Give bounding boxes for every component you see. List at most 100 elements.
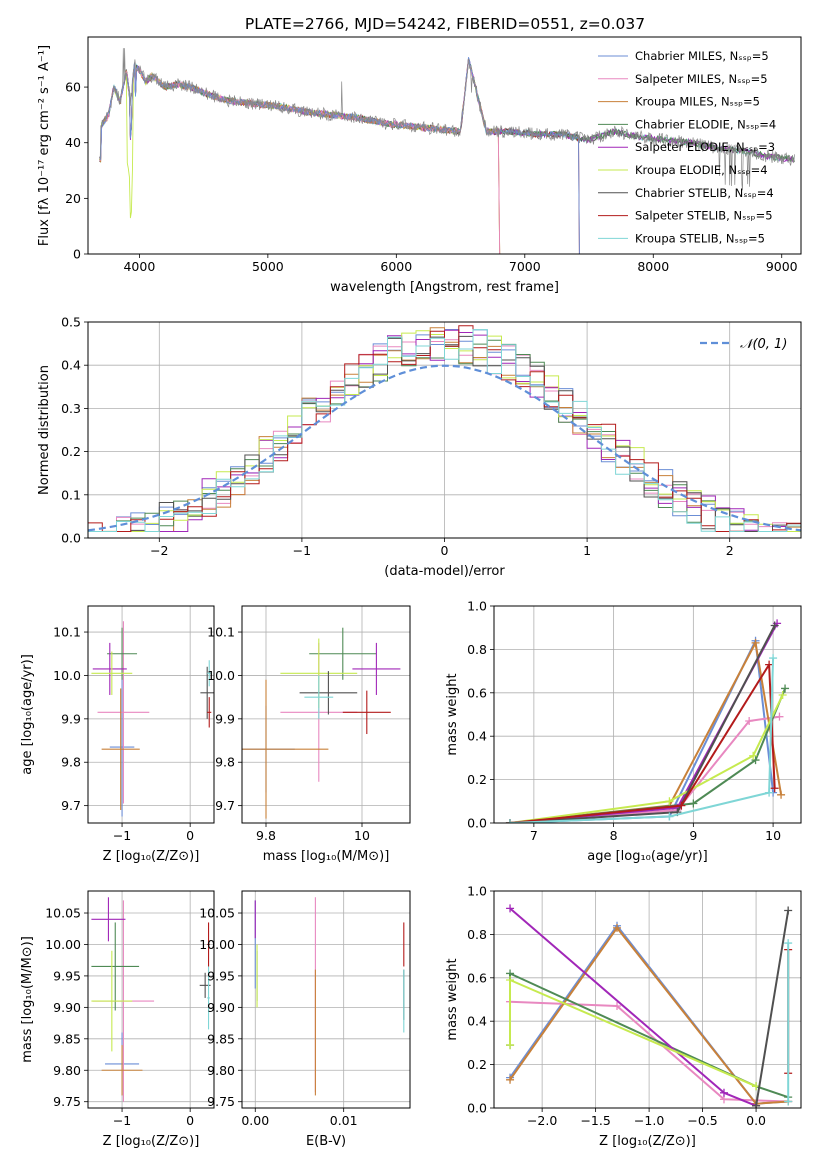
y-tick-label: 9.8 (215, 755, 235, 770)
y-tick-label: 10.00 (45, 937, 81, 952)
x-tick-label: −1.0 (634, 1113, 664, 1128)
mass-weight-marker (784, 906, 793, 915)
y-tick-label: 0.3 (61, 401, 81, 416)
mass-weight-marker (751, 756, 760, 765)
mass-weight-marker (784, 1097, 793, 1106)
y-tick-label: 9.90 (53, 1000, 81, 1015)
y-tick-label: 1.0 (467, 599, 487, 614)
axes-frame (241, 605, 411, 824)
residual-histogram-panel: −2 −1 0 1 2 0.0 0.1 0.2 0.3 0.4 0.5 (data-model)/er… (37, 315, 802, 579)
mass-weight-marker (770, 784, 779, 793)
x-axis-label: age [log₁₀(age/yr)] (587, 849, 708, 864)
x-tick-label: 0.0 (746, 1113, 766, 1128)
mass-weight-line (509, 979, 757, 1088)
x-tick-label: −0.5 (687, 1113, 717, 1128)
y-tick-label: 0.5 (61, 315, 81, 330)
mass-weight-marker (689, 799, 698, 808)
plot-area (99, 48, 795, 254)
y-tick-label: 10.05 (199, 906, 235, 921)
mass-weight-line (509, 663, 776, 823)
y-tick-label: 9.90 (207, 1000, 235, 1015)
legend-label-4: Chabrier ELODIE, Nₛₛₚ=4 (635, 117, 776, 131)
axes-frame (87, 890, 215, 1109)
plot-area (242, 627, 401, 819)
x-tick-label: −1.5 (580, 1113, 610, 1128)
x-tick-label: 7 (530, 828, 538, 843)
mass-weight-marker (765, 660, 774, 669)
x-tick-label: −1 (113, 828, 131, 843)
legend-label-8: Salpeter STELIB, Nₛₛₚ=5 (635, 209, 773, 223)
x-tick-label: 0.01 (330, 1113, 358, 1128)
axes-frame (493, 605, 802, 824)
y-tick-label: 0.4 (467, 1014, 487, 1029)
mass-weight-marker (665, 797, 674, 806)
residual-legend-label: 𝒩(0, 1) (740, 337, 787, 352)
legend-label-1: Chabrier MILES, Nₛₛₚ=5 (635, 49, 769, 63)
x-tick-label: −1 (293, 543, 311, 558)
x-tick-label: 10 (354, 828, 370, 843)
y-tick-label: 0.2 (467, 772, 487, 787)
y-tick-label: 10.0 (53, 668, 81, 683)
mass-weight-marker (765, 788, 774, 797)
x-axis-label: (data-model)/error (384, 564, 505, 579)
x-tick-label: 0 (186, 828, 194, 843)
x-tick-label: −2 (150, 543, 168, 558)
y-axis-label: Flux [fλ 10⁻¹⁷ erg cm⁻² s⁻¹ A⁻¹] (37, 45, 52, 246)
y-tick-label: 0 (73, 247, 81, 262)
y-axis-label: age [log₁₀(age/yr)] (20, 654, 35, 775)
y-tick-label: 9.95 (53, 968, 81, 983)
x-tick-label: −1 (113, 1113, 131, 1128)
y-tick-label: 9.95 (207, 968, 235, 983)
mass-weight-marker (781, 684, 790, 693)
mass-weight-line (509, 907, 757, 1107)
mass-weight-marker (613, 1002, 622, 1011)
x-axis-label: Z [log₁₀(Z/Z⊙)] (103, 849, 200, 864)
mass-weight-line (509, 688, 787, 823)
y-tick-label: 20 (65, 191, 81, 206)
mass-weight-marker (677, 801, 686, 810)
x-tick-label: 2 (726, 543, 734, 558)
mass-weight-line (755, 910, 790, 1106)
x-tick-label: 0 (186, 1113, 194, 1128)
y-tick-label: 0.0 (467, 816, 487, 831)
mass-weight-marker (769, 654, 778, 663)
mass-weight-marker (778, 690, 787, 699)
y-tick-label: 10.00 (199, 937, 235, 952)
y-tick-label: 0.8 (467, 927, 487, 942)
y-tick-label: 9.7 (215, 798, 235, 813)
mass-weight-marker (770, 621, 779, 630)
y-tick-label: 1.0 (467, 884, 487, 899)
mass-weight-marker (784, 939, 793, 948)
figure-title: PLATE=2766, MJD=54242, FIBERID=0551, z=0… (245, 15, 645, 33)
y-tick-label: 10.0 (207, 668, 235, 683)
mass-weight-marker (506, 1075, 515, 1084)
plot-area (88, 325, 801, 532)
y-tick-label: 10.1 (53, 625, 81, 640)
mass-weight-marker (752, 1101, 761, 1108)
mass-weight-vs-metallicity-panel: −2.0 −1.5 −1.0 −0.5 0.0 0.0 0.2 0.4 0.6 0.8 1.0 Z [… (445, 884, 802, 1149)
x-tick-label: 1 (583, 543, 591, 558)
mass-weight-marker (506, 975, 515, 984)
x-tick-label: 5000 (252, 259, 284, 274)
x-tick-label: 0.00 (241, 1113, 269, 1128)
model-spectrum-line (99, 57, 580, 254)
y-tick-label: 0.0 (61, 531, 81, 546)
mass-vs-ebv-panel: 0.00 0.01 9.75 9.80 9.85 9.90 9.95 10.00 10.05 E(… (199, 890, 411, 1149)
mass-weight-line (509, 625, 776, 823)
age-vs-mass-panel: 9.8 10 9.7 9.8 9.9 10.0 10.1 mass [log₁₀(M/M⊙)] (207, 605, 411, 864)
x-tick-label: 9 (689, 828, 697, 843)
spectrum-panel: 4000 5000 6000 7000 8000 9000 0 20 40 60 wavelengt… (37, 36, 802, 295)
x-tick-label: 8000 (637, 259, 669, 274)
y-tick-label: 0.1 (61, 487, 81, 502)
mass-weight-line (509, 622, 778, 823)
x-axis-label: wavelength [Angstrom, rest frame] (330, 280, 559, 295)
y-axis-label: mass weight (445, 673, 460, 755)
y-tick-label: 0.8 (467, 642, 487, 657)
y-tick-label: 0.2 (61, 444, 81, 459)
mass-weight-marker (665, 812, 674, 821)
mass-weight-marker (777, 790, 786, 799)
mass-weight-marker (775, 712, 784, 721)
plot-area (506, 904, 793, 1108)
age-vs-metallicity-panel: −1 0 9.7 9.8 9.9 10.0 10.1 Z [log₁₀(Z/Z⊙)] age [… (20, 605, 215, 864)
